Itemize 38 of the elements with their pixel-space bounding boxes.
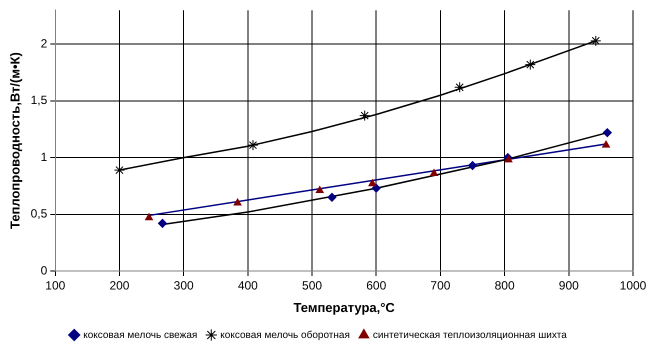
- x-tick-label: 400: [238, 278, 258, 293]
- x-tick-label: 800: [494, 278, 515, 293]
- point: [327, 192, 336, 202]
- point: [145, 213, 153, 220]
- legend-label: коксовая мелочь оборотная: [220, 330, 350, 341]
- y-tick-label: 0,5: [30, 206, 48, 221]
- point: [247, 140, 258, 151]
- y-tick-label: 1: [40, 150, 48, 164]
- point: [504, 155, 512, 162]
- point: [430, 168, 438, 176]
- point: [524, 59, 536, 70]
- point: [234, 198, 242, 206]
- point: [372, 184, 381, 193]
- y-tick-label: 1,5: [30, 93, 48, 108]
- legend-label: коксовая мелочь свежая: [83, 330, 198, 341]
- x-axis-title: Температура,°C: [293, 300, 396, 315]
- x-tick-label: 200: [109, 278, 130, 293]
- legend-label: синтетическая теплоизоляционная шихта: [372, 330, 568, 341]
- y-tick-label: 0: [40, 263, 48, 278]
- x-tick-label: 900: [558, 278, 580, 293]
- point: [368, 179, 376, 186]
- point: [602, 128, 612, 138]
- x-tick-label: 1000: [620, 278, 647, 293]
- y-tick-label: 2: [40, 36, 48, 51]
- x-tick-label: 100: [45, 278, 66, 293]
- point: [359, 110, 370, 122]
- x-tick-label: 500: [302, 278, 322, 293]
- point: [316, 186, 324, 193]
- x-tick-label: 300: [174, 278, 194, 293]
- x-tick-label: 700: [430, 278, 451, 293]
- point: [590, 35, 602, 46]
- point: [114, 164, 125, 176]
- point: [158, 218, 167, 228]
- point: [468, 161, 478, 170]
- point: [454, 82, 466, 93]
- point: [602, 140, 610, 148]
- y-axis-title: Теплопроводность,Вт/(м•К): [7, 52, 22, 229]
- x-tick-label: 600: [366, 278, 387, 293]
